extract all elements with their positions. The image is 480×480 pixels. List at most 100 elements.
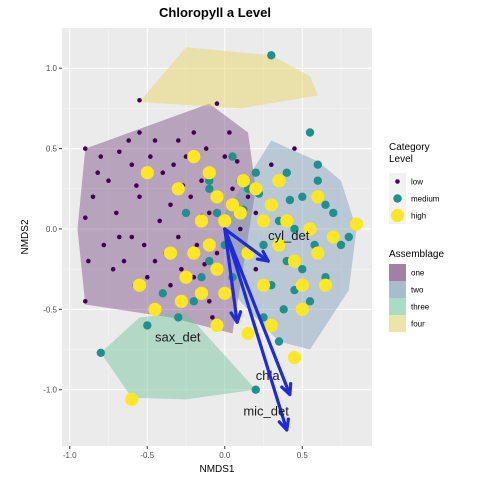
point-high <box>210 262 224 276</box>
point-medium <box>313 176 322 185</box>
point-high <box>264 318 278 332</box>
point-high <box>187 246 201 260</box>
vector-chla <box>223 227 292 397</box>
point-high <box>218 214 232 228</box>
point-low <box>152 138 158 143</box>
point-high <box>349 217 364 231</box>
point-low <box>245 194 251 200</box>
point-low <box>83 299 88 304</box>
point-low <box>83 215 88 220</box>
vector-arrowhead-sax_det <box>229 310 243 324</box>
point-high <box>311 190 325 204</box>
legend-key-medium <box>393 194 402 203</box>
point-low <box>117 234 122 240</box>
series-high <box>125 150 364 406</box>
chart-title: Chloropyll a Level <box>159 5 271 20</box>
series-low <box>83 98 297 320</box>
point-low <box>207 299 212 304</box>
point-low <box>191 130 197 135</box>
point-high <box>272 174 286 188</box>
point-low <box>253 266 259 272</box>
point-low <box>95 170 100 175</box>
x-tick-label: 0.0 <box>219 451 231 460</box>
point-medium <box>251 385 260 394</box>
point-high <box>163 246 178 260</box>
point-medium <box>174 313 183 322</box>
point-low <box>152 258 158 264</box>
point-medium <box>298 265 307 274</box>
point-low <box>168 282 173 288</box>
point-high <box>210 190 224 204</box>
point-high <box>287 254 302 268</box>
point-low <box>106 178 111 183</box>
point-low <box>86 258 91 264</box>
point-low <box>129 234 135 240</box>
point-medium <box>282 168 291 177</box>
y-tick-label: 0.5 <box>46 145 58 154</box>
point-high <box>287 351 302 365</box>
point-medium <box>279 305 288 314</box>
point-low <box>199 178 204 183</box>
vector-label-mic_det: mic_det <box>243 403 289 418</box>
assemblage-legend-label: three <box>411 303 430 312</box>
point-low <box>137 194 142 200</box>
point-high <box>256 278 271 292</box>
point-low <box>214 101 220 106</box>
point-medium <box>197 273 206 282</box>
point-high <box>264 198 278 212</box>
point-medium <box>305 128 315 137</box>
vector-cyl_det <box>223 227 270 263</box>
vector-mic_det <box>223 227 289 432</box>
category-legend-title: Category <box>389 142 430 153</box>
point-high <box>187 150 201 164</box>
point-low <box>214 250 220 256</box>
point-medium <box>228 152 237 161</box>
point-high <box>132 278 147 292</box>
point-medium <box>251 168 260 177</box>
assemblage-legend-label: one <box>411 269 425 278</box>
vector-label-chla: chla <box>256 368 281 383</box>
point-medium <box>189 297 198 306</box>
point-low <box>176 234 181 240</box>
point-low <box>117 149 122 155</box>
point-medium <box>313 160 322 169</box>
point-medium <box>158 289 167 298</box>
point-low <box>176 138 181 143</box>
point-low <box>83 146 88 151</box>
point-low <box>141 242 147 248</box>
point-high <box>140 166 154 180</box>
point-low <box>230 186 235 192</box>
assemblage-hulls <box>77 47 357 400</box>
point-low <box>110 266 116 272</box>
assemblage-legend-title: Assemblage <box>389 249 444 260</box>
point-low <box>129 162 135 167</box>
point-high <box>218 286 232 300</box>
vector-arrowhead-mic_det <box>277 417 291 432</box>
point-low <box>121 258 127 264</box>
x-tick-label: -0.5 <box>140 451 154 460</box>
point-low <box>238 226 243 232</box>
point-high <box>202 166 216 180</box>
point-high <box>179 270 193 284</box>
point-low <box>134 183 139 188</box>
point-high <box>125 392 139 406</box>
point-medium <box>336 240 346 250</box>
gridlines <box>62 28 372 446</box>
x-axis-title: NMDS1 <box>199 464 234 475</box>
point-low <box>145 274 150 280</box>
legend-swatch-two <box>389 281 406 298</box>
vector-arrowhead-chla <box>280 381 293 397</box>
y-tick-label: -0.5 <box>43 305 57 314</box>
point-medium <box>96 348 106 357</box>
vector-arrowhead-cyl_det <box>255 249 270 263</box>
point-low <box>222 154 228 159</box>
point-high <box>210 318 224 332</box>
point-low <box>292 146 297 151</box>
point-medium <box>181 208 191 218</box>
vector-sax_det <box>223 227 239 324</box>
axes: -1.0 -0.5 0.0 0.5 -1.0 -0.5 0.0 0.5 1.0 <box>43 64 308 460</box>
point-low <box>188 194 193 200</box>
x-tick-label: -1.0 <box>63 451 77 460</box>
point-high <box>311 246 325 260</box>
